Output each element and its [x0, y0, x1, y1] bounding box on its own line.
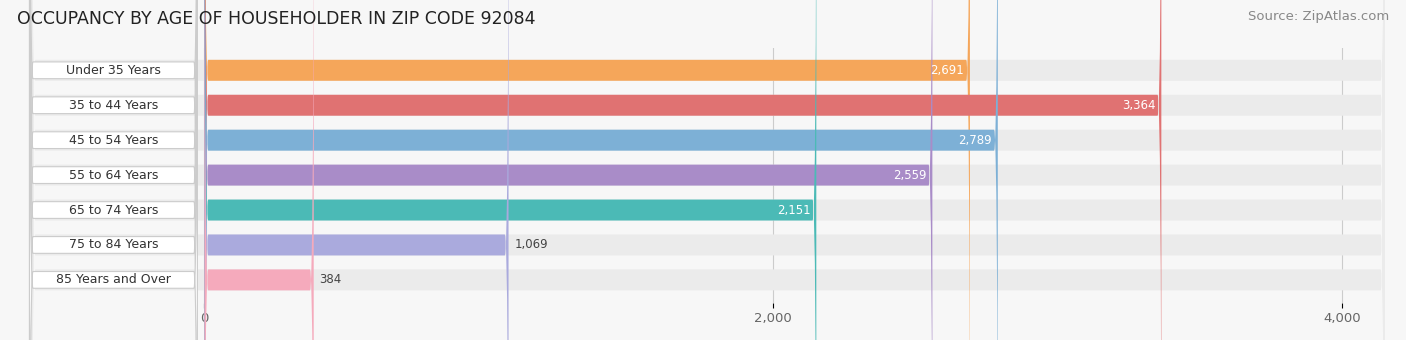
Text: 85 Years and Over: 85 Years and Over: [56, 273, 172, 286]
FancyBboxPatch shape: [31, 0, 1385, 340]
Text: OCCUPANCY BY AGE OF HOUSEHOLDER IN ZIP CODE 92084: OCCUPANCY BY AGE OF HOUSEHOLDER IN ZIP C…: [17, 10, 536, 28]
Text: 35 to 44 Years: 35 to 44 Years: [69, 99, 157, 112]
FancyBboxPatch shape: [31, 0, 1385, 340]
FancyBboxPatch shape: [30, 0, 197, 340]
Text: 2,151: 2,151: [778, 204, 811, 217]
Text: 65 to 74 Years: 65 to 74 Years: [69, 204, 157, 217]
FancyBboxPatch shape: [30, 0, 197, 340]
FancyBboxPatch shape: [30, 0, 197, 340]
FancyBboxPatch shape: [204, 0, 970, 340]
Text: 384: 384: [319, 273, 342, 286]
FancyBboxPatch shape: [204, 0, 817, 340]
Text: 75 to 84 Years: 75 to 84 Years: [69, 238, 159, 252]
FancyBboxPatch shape: [31, 0, 1385, 340]
FancyBboxPatch shape: [204, 0, 998, 340]
FancyBboxPatch shape: [30, 0, 197, 340]
Text: 45 to 54 Years: 45 to 54 Years: [69, 134, 157, 147]
Text: 3,364: 3,364: [1122, 99, 1156, 112]
FancyBboxPatch shape: [30, 0, 197, 340]
Text: 2,789: 2,789: [959, 134, 993, 147]
FancyBboxPatch shape: [31, 0, 1385, 340]
FancyBboxPatch shape: [204, 0, 509, 340]
Text: Source: ZipAtlas.com: Source: ZipAtlas.com: [1249, 10, 1389, 23]
Text: 2,691: 2,691: [931, 64, 965, 77]
FancyBboxPatch shape: [30, 0, 197, 340]
Text: Under 35 Years: Under 35 Years: [66, 64, 160, 77]
FancyBboxPatch shape: [31, 0, 1385, 340]
FancyBboxPatch shape: [204, 0, 314, 340]
FancyBboxPatch shape: [31, 0, 1385, 340]
FancyBboxPatch shape: [204, 0, 932, 340]
Text: 1,069: 1,069: [515, 238, 548, 252]
Text: 2,559: 2,559: [893, 169, 927, 182]
FancyBboxPatch shape: [30, 0, 197, 340]
FancyBboxPatch shape: [31, 0, 1385, 340]
Text: 55 to 64 Years: 55 to 64 Years: [69, 169, 157, 182]
FancyBboxPatch shape: [204, 0, 1161, 340]
